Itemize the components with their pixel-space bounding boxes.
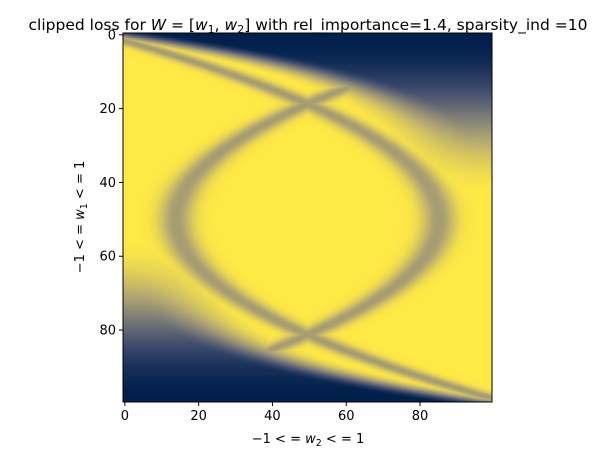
y-tick-label: 0 <box>108 28 116 43</box>
plot-area <box>122 32 493 403</box>
y-axis: 0 20 40 60 80 <box>99 28 123 339</box>
x-tick-label: 60 <box>338 409 355 424</box>
plot-frame <box>122 32 493 403</box>
y-tick-label: 40 <box>99 176 116 191</box>
y-tick-label: 80 <box>99 324 116 339</box>
x-tick-label: 0 <box>121 409 129 424</box>
x-tick-label: 80 <box>412 409 429 424</box>
x-tick-label: 40 <box>264 409 281 424</box>
x-tick-label: 20 <box>190 409 207 424</box>
x-axis-label: −1 < = w2 < = 1 <box>252 432 365 449</box>
y-tick-label: 20 <box>99 102 116 117</box>
chart-title: clipped loss for W = [w1, w2] with rel_i… <box>29 16 588 36</box>
y-tick-label: 60 <box>99 250 116 265</box>
y-axis-label: −1 < = w1 < = 1 <box>73 161 90 274</box>
heatmap-image <box>123 33 492 402</box>
x-axis: 0 20 40 60 80 <box>121 402 429 424</box>
